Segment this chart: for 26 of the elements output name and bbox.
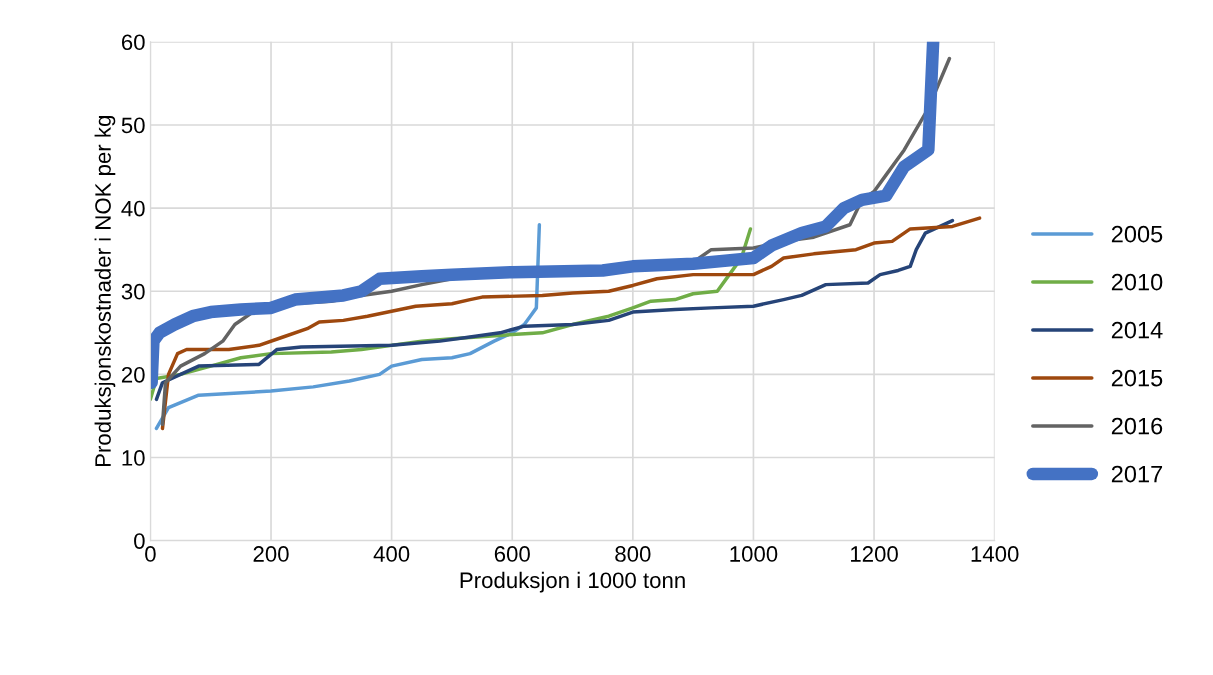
legend-label: 2015 (1111, 369, 1163, 387)
y-axis-title: Produksjonskostnader i NOK per kg (94, 116, 116, 467)
legend-label: 2017 (1111, 465, 1163, 483)
x-tick-label: 800 (615, 546, 651, 562)
x-tick-label: 1000 (730, 546, 778, 562)
legend-label: 2016 (1111, 417, 1163, 435)
y-tick-label: 10 (122, 450, 145, 466)
legend-label: 2005 (1111, 225, 1163, 243)
line-series (154, 223, 542, 431)
x-tick-label: 400 (373, 546, 410, 562)
line-series (160, 216, 982, 431)
line-series (154, 218, 955, 402)
legend-label: 2014 (1111, 321, 1163, 339)
x-tick-label: 0 (145, 546, 156, 562)
x-axis-title: Produksjon i 1000 tonn (460, 571, 685, 593)
legend-label: 2010 (1111, 273, 1163, 291)
y-tick-label: 0 (134, 533, 145, 549)
x-tick-label: 1400 (971, 546, 1019, 562)
y-tick-label: 40 (121, 200, 145, 217)
x-tick-label: 600 (494, 546, 530, 562)
y-tick-label: 50 (121, 117, 145, 134)
y-tick-label: 60 (121, 34, 145, 51)
y-tick-label: 30 (121, 283, 145, 300)
x-tick-label: 200 (253, 546, 289, 562)
y-tick-label: 20 (121, 366, 145, 383)
x-tick-label: 1200 (851, 546, 898, 562)
